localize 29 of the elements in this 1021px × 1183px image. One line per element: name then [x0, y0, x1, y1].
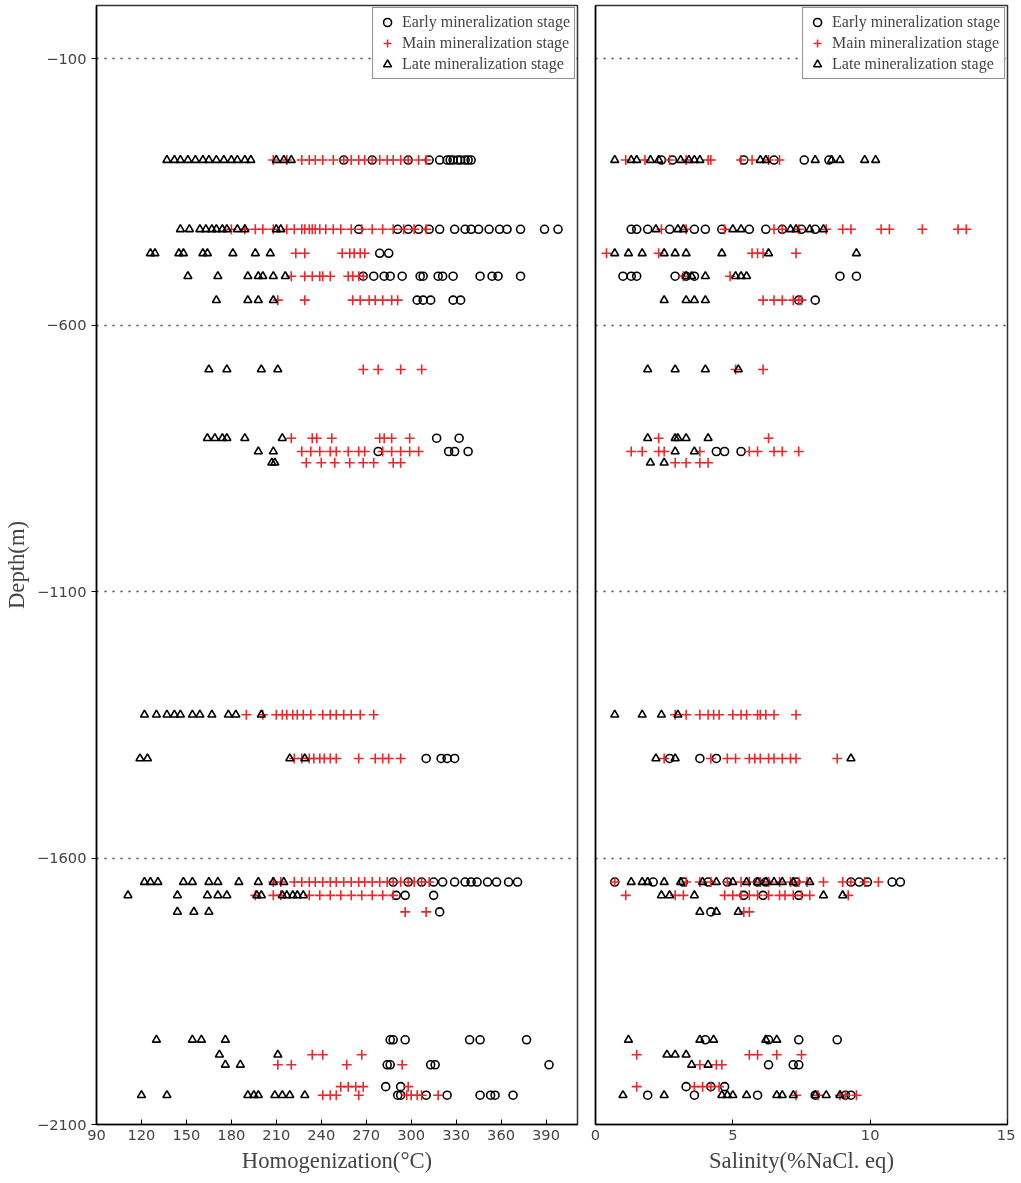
y-tick-label: −1100 [36, 582, 87, 600]
x-axis-title: Homogenization(°C) [241, 1147, 433, 1173]
legend-label: Late mineralization stage [402, 54, 564, 74]
x-axis-title: Salinity(%NaCl. eq) [709, 1147, 895, 1173]
x-tick-label: 5 [728, 1125, 738, 1143]
legend-label: Main mineralization stage [832, 33, 1000, 53]
x-tick-label: 120 [127, 1125, 156, 1143]
legend-label: Early mineralization stage [832, 12, 1000, 32]
x-tick-label: 180 [217, 1125, 246, 1143]
y-tick-label: −100 [46, 49, 87, 67]
x-tick-label: 210 [262, 1125, 291, 1143]
y-tick-label: −1600 [36, 849, 87, 867]
x-tick-label: 15 [996, 1125, 1016, 1143]
x-tick-label: 330 [442, 1125, 471, 1143]
x-tick-label: 10 [860, 1125, 880, 1143]
x-tick-label: 90 [87, 1125, 106, 1143]
legend-label: Late mineralization stage [832, 54, 994, 74]
x-tick-label: 150 [172, 1125, 201, 1143]
x-tick-label: 240 [307, 1125, 336, 1143]
y-tick-label: −600 [46, 316, 87, 334]
x-tick-label: 270 [352, 1125, 381, 1143]
x-tick-label: 390 [532, 1125, 561, 1143]
x-tick-label: 360 [487, 1125, 516, 1143]
x-tick-label: 0 [590, 1125, 601, 1143]
y-tick-label: −2100 [36, 1115, 87, 1133]
legend-label: Early mineralization stage [402, 12, 570, 32]
x-tick-label: 300 [397, 1125, 426, 1143]
legend-label: Main mineralization stage [402, 33, 570, 53]
y-axis-title: Depth(m) [3, 520, 29, 610]
